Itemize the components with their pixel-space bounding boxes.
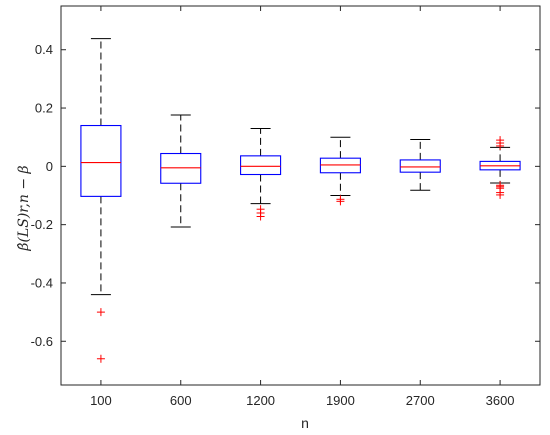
box-iqr	[160, 152, 202, 184]
outlier-marker	[96, 354, 105, 363]
box-iqr	[319, 157, 361, 174]
axes-frame	[60, 5, 541, 386]
x-tick-label: 3600	[486, 393, 515, 408]
x-tick-label: 600	[170, 393, 192, 408]
box-iqr	[399, 159, 441, 173]
y-tick-label: -0.4	[31, 275, 53, 290]
outlier-marker	[496, 190, 505, 199]
outlier-marker	[256, 212, 265, 221]
box-group-1200	[240, 127, 282, 221]
y-tick-label: 0.2	[35, 101, 53, 116]
box-group-1900	[319, 136, 361, 206]
axis-ticks: -0.6 -0.4 -0.2 0 0.2 0.4 100 600 1200 1900 2700 360…	[31, 6, 540, 408]
x-tick-label: 1900	[326, 393, 355, 408]
y-tick-label: 0	[46, 159, 53, 174]
outlier-marker	[336, 197, 345, 206]
x-tick-label: 2700	[406, 393, 435, 408]
box-iqr	[240, 155, 282, 176]
x-tick-label: 100	[90, 393, 112, 408]
y-axis-label: β̂(LS)r,n − β	[16, 165, 32, 251]
outlier-marker	[96, 308, 105, 317]
box-group-600	[160, 114, 202, 228]
box-group-2700	[399, 139, 441, 191]
outlier-marker	[496, 141, 505, 150]
box-group-3600	[479, 136, 521, 199]
x-axis-label: n	[301, 415, 309, 431]
plot-area	[60, 5, 541, 386]
x-tick-label: 1200	[246, 393, 275, 408]
y-tick-label: 0.4	[35, 42, 53, 57]
box-iqr	[80, 124, 122, 197]
y-tick-label: -0.2	[31, 217, 53, 232]
box-group-100	[80, 38, 122, 363]
y-tick-label: -0.6	[31, 334, 53, 349]
